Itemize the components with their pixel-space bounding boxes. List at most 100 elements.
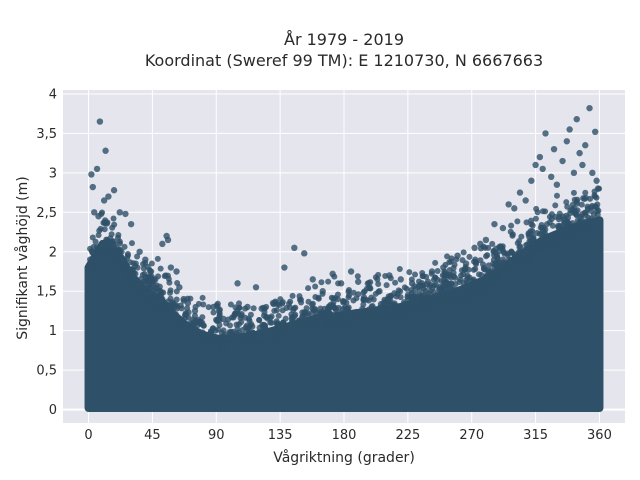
data-point: [264, 315, 271, 322]
data-point: [504, 268, 511, 275]
data-point: [335, 304, 342, 311]
data-point: [165, 298, 172, 305]
data-point: [571, 196, 578, 203]
data-point: [335, 322, 342, 329]
data-point: [291, 244, 298, 252]
data-point: [555, 216, 562, 223]
data-point: [141, 270, 148, 277]
data-point: [95, 213, 102, 220]
data-point: [563, 199, 570, 206]
data-point: [563, 226, 570, 233]
data-point: [96, 118, 104, 125]
data-point: [509, 264, 516, 271]
x-tick-label: 45: [144, 428, 161, 443]
data-point: [361, 288, 368, 295]
data-point: [529, 222, 536, 229]
x-tick-label: 90: [208, 428, 225, 443]
data-point: [366, 306, 373, 313]
data-point: [92, 238, 99, 245]
data-point: [127, 220, 135, 228]
data-point: [304, 322, 311, 329]
data-point: [382, 313, 389, 320]
data-point: [396, 266, 403, 273]
data-point: [499, 243, 506, 250]
data-point: [589, 169, 596, 177]
data-point: [223, 334, 230, 341]
data-point: [111, 221, 118, 228]
data-point: [389, 310, 396, 317]
data-point: [365, 297, 372, 304]
data-point: [272, 327, 279, 334]
data-point: [142, 256, 149, 263]
data-point: [173, 268, 180, 275]
data-point: [392, 279, 399, 286]
data-point: [309, 276, 316, 283]
data-point: [489, 240, 496, 247]
data-point: [301, 250, 308, 257]
data-point: [533, 205, 540, 212]
data-point: [244, 303, 251, 311]
data-point: [430, 289, 437, 296]
data-point: [318, 279, 325, 286]
data-point: [339, 314, 346, 321]
data-point: [375, 280, 382, 287]
data-point: [527, 228, 534, 235]
data-point: [315, 294, 322, 301]
data-point: [491, 220, 498, 228]
data-point: [534, 230, 541, 237]
data-point: [516, 238, 523, 245]
data-point: [511, 253, 518, 260]
data-point: [462, 260, 470, 267]
data-point: [580, 220, 587, 227]
data-point: [428, 268, 436, 275]
data-point: [412, 303, 419, 310]
data-point: [542, 130, 549, 137]
data-point: [360, 301, 367, 308]
data-point: [550, 145, 558, 153]
data-point: [366, 311, 373, 318]
data-point: [281, 264, 288, 271]
data-point: [462, 265, 469, 272]
data-point: [140, 297, 147, 304]
data-point: [148, 260, 155, 267]
y-tick-label: 4: [49, 87, 57, 102]
data-point: [337, 280, 345, 287]
data-point: [125, 276, 132, 283]
data-point: [159, 240, 166, 248]
data-point: [393, 293, 400, 300]
data-point: [244, 326, 251, 333]
data-point: [430, 302, 437, 309]
data-point: [236, 304, 243, 311]
data-point: [578, 201, 585, 208]
data-point: [234, 280, 241, 287]
data-point: [350, 297, 357, 304]
data-points: [84, 104, 604, 413]
x-tick-label: 0: [84, 428, 92, 443]
data-point: [238, 312, 245, 319]
data-point: [200, 337, 207, 344]
data-point: [594, 227, 601, 234]
data-point: [441, 272, 448, 279]
data-point: [529, 239, 536, 246]
data-point: [342, 306, 349, 313]
data-point: [211, 345, 218, 352]
data-point: [340, 319, 347, 326]
data-point: [167, 264, 175, 271]
data-point: [218, 338, 225, 345]
data-point: [227, 330, 234, 337]
data-point: [499, 261, 506, 268]
data-point: [420, 273, 427, 280]
data-point: [539, 165, 546, 173]
data-point: [414, 298, 421, 305]
data-point: [553, 181, 561, 188]
data-point: [403, 285, 410, 292]
data-point: [167, 309, 174, 316]
data-point: [234, 325, 241, 332]
data-point: [566, 126, 573, 133]
data-point: [348, 316, 355, 323]
data-point: [570, 189, 577, 196]
data-point: [507, 258, 514, 265]
data-point: [312, 283, 319, 290]
data-point: [110, 215, 117, 222]
